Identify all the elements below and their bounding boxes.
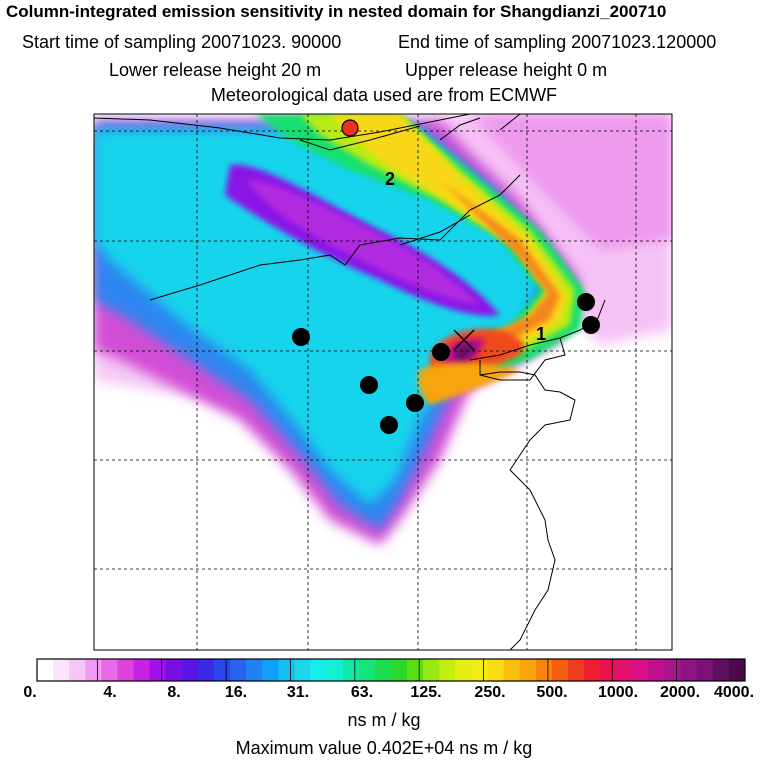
colorbar-tick-label: 125. xyxy=(410,684,442,701)
colorbar-cell xyxy=(728,659,746,681)
colorbar-tick-label: 16. xyxy=(224,684,248,701)
colorbar-cell xyxy=(326,659,344,681)
colorbar-cell xyxy=(294,659,311,681)
map-frame xyxy=(93,113,673,651)
colorbar-cell xyxy=(85,659,102,681)
end-time-label: End time of sampling 20071023.120000 xyxy=(398,32,717,52)
colorbar-cell xyxy=(584,659,601,681)
colorbar-cell xyxy=(69,659,86,681)
colorbar-cell xyxy=(439,659,456,681)
colorbar-cell xyxy=(648,659,665,681)
colorbar-cell xyxy=(262,659,279,681)
colorbar-cell xyxy=(374,659,392,681)
colorbar-cell xyxy=(214,659,231,681)
lower-release-height-label: Lower release height 20 m xyxy=(109,60,322,80)
colorbar-cell xyxy=(358,659,376,681)
colorbar-tick-label: 0. xyxy=(23,684,37,701)
colorbar-cell xyxy=(101,659,118,681)
station-marker xyxy=(432,343,450,361)
colorbar-cell xyxy=(712,659,730,681)
station-markers xyxy=(292,293,600,434)
station-marker xyxy=(360,376,378,394)
colorbar-unit-label: ns m / kg xyxy=(347,710,421,730)
colorbar-cell xyxy=(616,659,633,681)
station-marker xyxy=(292,328,310,346)
station-marker xyxy=(406,394,424,412)
colorbar-cell xyxy=(197,659,215,681)
colorbar-cell xyxy=(696,659,714,681)
colorbar-tick-label: 8. xyxy=(167,684,181,701)
colorbar-cell xyxy=(600,659,617,681)
colorbar-tick-label: 4. xyxy=(103,684,117,701)
colorbar-cell xyxy=(503,659,521,681)
colorbar-tick-label: 2000. xyxy=(659,684,701,701)
colorbar-cell xyxy=(133,659,151,681)
colorbar-cell xyxy=(149,659,167,681)
colorbar-tick-label: 63. xyxy=(350,684,374,701)
map-title: Column-integrated emission sensitivity i… xyxy=(6,2,667,21)
colorbar-cell xyxy=(391,659,408,681)
colorbar-cell xyxy=(165,659,183,681)
colorbar-cell xyxy=(37,659,54,681)
colorbar-cell xyxy=(568,659,585,681)
start-time-label: Start time of sampling 20071023. 90000 xyxy=(22,32,342,52)
colorbar-cell xyxy=(53,659,70,681)
colorbar-frame xyxy=(36,658,746,682)
colorbar-cell xyxy=(519,659,537,681)
colorbar-cell xyxy=(342,659,360,681)
colorbar-cell xyxy=(680,659,698,681)
colorbar-cell xyxy=(423,659,440,681)
station-marker xyxy=(577,293,595,311)
colorbar-tick-label: 1000. xyxy=(597,684,639,701)
upper-release-height-label: Upper release height 0 m xyxy=(405,60,608,80)
release-cross-marker xyxy=(453,329,475,351)
colorbar-cell xyxy=(117,659,134,681)
station-marker xyxy=(582,316,600,334)
sensitivity-field xyxy=(94,114,672,545)
colorbar-tick-label: 250. xyxy=(474,684,506,701)
colorbar-cell xyxy=(310,659,328,681)
colorbar-cell xyxy=(181,659,199,681)
colorbar-cell xyxy=(487,659,505,681)
map-label-1: 1 xyxy=(536,324,546,344)
station-marker xyxy=(380,416,398,434)
maximum-value-label: Maximum value 0.402E+04 ns m / kg xyxy=(235,738,533,758)
colorbar-tick-label: 500. xyxy=(536,684,568,701)
colorbar-cell xyxy=(535,659,553,681)
colorbar-cell xyxy=(664,659,682,681)
colorbar-tick-label: 4000. xyxy=(713,684,755,701)
colorbar-cell xyxy=(246,659,263,681)
colorbar-cell xyxy=(407,659,424,681)
map-label-2: 2 xyxy=(385,169,395,189)
met-data-label: Meteorological data used are from ECMWF xyxy=(210,85,558,105)
colorbar-cell xyxy=(551,659,569,681)
colorbar-cell xyxy=(471,659,488,681)
receptor-marker-red-circle xyxy=(341,119,359,137)
colorbar-cells xyxy=(37,659,746,681)
coastlines-borders xyxy=(94,114,606,650)
colorbar-cell xyxy=(455,659,472,681)
lat-lon-grid xyxy=(94,114,672,650)
colorbar-cell xyxy=(230,659,247,681)
colorbar-tick-label: 31. xyxy=(286,684,310,701)
colorbar-cell xyxy=(632,659,649,681)
colorbar-cell xyxy=(278,659,295,681)
